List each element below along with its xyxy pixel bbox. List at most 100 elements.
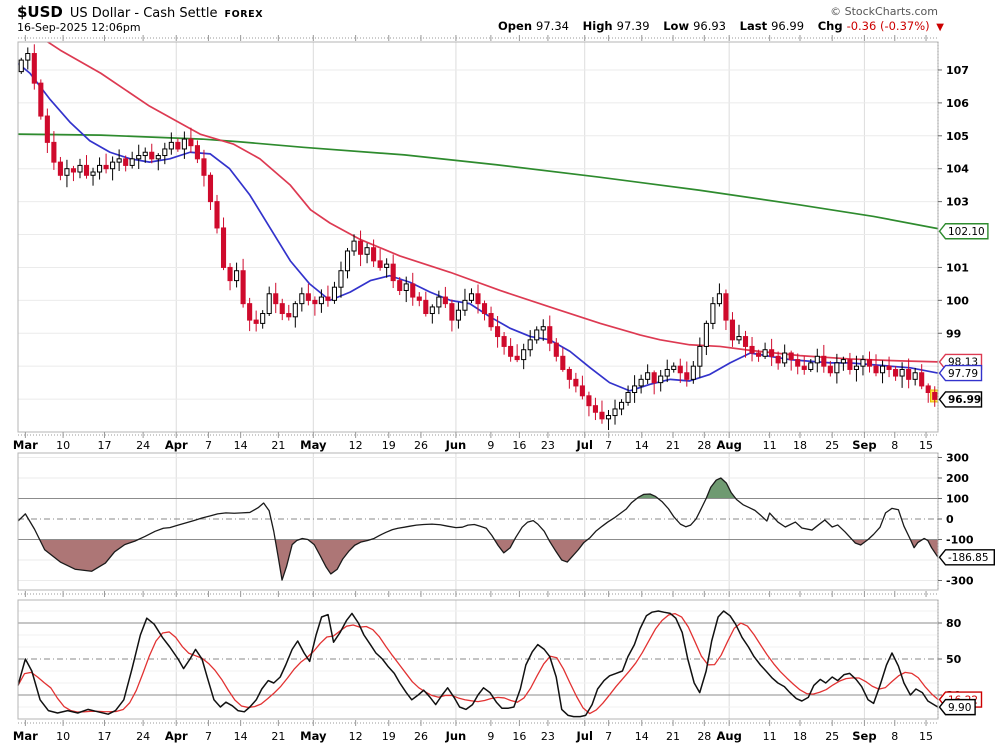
date-tick-label: May	[300, 438, 327, 452]
date-tick-label: 16	[512, 439, 526, 452]
date-tick-label: Jun	[445, 438, 467, 452]
date-tick-label: Sep	[852, 438, 876, 452]
date-tick-label: Mar	[13, 438, 38, 452]
date-tick-label: 11	[763, 730, 777, 743]
bottom-date-axis-row: Mar 10 17 24 Apr 7 14 21 May 12 19 26 Jun 9 16 23 Jul 7 14…	[13, 720, 938, 743]
y-axis-tick-label: 103	[946, 196, 969, 209]
date-tick-label: 15	[919, 439, 933, 452]
price-callout--186.85: -186.85	[938, 549, 995, 566]
symbol: $USD	[17, 3, 63, 21]
y-axis-tick-label: 200	[946, 472, 969, 485]
date-tick-label: 14	[234, 439, 248, 452]
y-axis-tick-label: 100	[946, 294, 969, 307]
chg-label: Chg	[817, 19, 843, 33]
date-tick-label: 26	[414, 730, 428, 743]
date-tick-label: 12	[349, 730, 363, 743]
y-axis-tick-label: 100	[946, 493, 969, 506]
date-tick-label: 25	[825, 730, 839, 743]
y-axis-tick-label: 107	[946, 64, 969, 77]
price-callout-102.10: 102.10	[938, 223, 989, 240]
open-label: Open	[498, 19, 533, 33]
last-label: Last	[739, 19, 768, 33]
timestamp: 16-Sep-2025 12:06pm	[17, 21, 141, 34]
date-tick-label: 21	[271, 730, 285, 743]
date-tick-label: 7	[205, 439, 212, 452]
y-axis-tick-label: 101	[946, 261, 969, 274]
y-axis-tick-label: 99	[946, 327, 961, 340]
callout-value: 9.90	[948, 702, 971, 714]
date-tick-label: Mar	[13, 729, 38, 743]
sma-200-line	[18, 133, 938, 230]
quote-bar: Open 97.34 High 97.39 Low 96.93 Last 96.99 C…	[498, 19, 944, 33]
chart-title-row: $USD US Dollar - Cash Settle FOREX	[17, 3, 263, 21]
date-tick-label: 9	[487, 439, 494, 452]
oscillator-line	[17, 477, 939, 581]
date-tick-label: 15	[919, 730, 933, 743]
date-tick-label: 14	[234, 730, 248, 743]
date-tick-label: 26	[414, 439, 428, 452]
chg-value: -0.36 (-0.37%)	[846, 19, 930, 33]
date-tick-label: 24	[136, 439, 150, 452]
callout-value: 97.79	[948, 368, 978, 380]
date-tick-label: 21	[666, 439, 680, 452]
date-tick-label: 7	[205, 730, 212, 743]
y-axis-tick-label: 106	[946, 97, 969, 110]
low-label: Low	[663, 19, 690, 33]
mid-date-ruler	[18, 591, 938, 597]
stockcharts-credit: © StockCharts.com	[830, 5, 938, 18]
symbol-name: US Dollar - Cash Settle	[69, 6, 218, 21]
date-tick-label: 12	[349, 439, 363, 452]
date-tick-label: 17	[97, 439, 111, 452]
y-axis-tick-label: 105	[946, 130, 969, 143]
date-tick-label: 21	[271, 439, 285, 452]
date-tick-label: 7	[605, 730, 612, 743]
date-tick-label: 25	[825, 439, 839, 452]
date-tick-label: Aug	[716, 729, 741, 743]
y-axis-tick-label: 300	[946, 452, 969, 465]
top-date-ruler	[18, 35, 938, 41]
date-tick-label: 23	[541, 730, 555, 743]
date-tick-label: 24	[136, 730, 150, 743]
date-tick-label: 10	[56, 439, 70, 452]
change-down-arrow-icon: ▼	[936, 22, 944, 33]
date-tick-label: 21	[666, 730, 680, 743]
date-tick-label: 16	[512, 730, 526, 743]
date-tick-label: 14	[635, 730, 649, 743]
open-value: 97.34	[536, 19, 569, 33]
y-axis-tick-label: 80	[946, 617, 962, 630]
high-value: 97.39	[616, 19, 650, 33]
callout-value: 96.99	[948, 394, 981, 406]
price-callout-9.90: 9.90	[938, 698, 976, 716]
callout-value: -186.85	[948, 552, 989, 564]
date-tick-label: 17	[97, 730, 111, 743]
date-tick-label: Jul	[576, 438, 593, 452]
date-tick-label: 18	[793, 439, 807, 452]
date-tick-label: 19	[382, 730, 396, 743]
date-tick-label: 18	[793, 730, 807, 743]
date-tick-label: 9	[487, 730, 494, 743]
date-tick-label: 11	[763, 439, 777, 452]
date-tick-label: 8	[891, 730, 898, 743]
candlesticks	[18, 44, 938, 431]
oscillator-fill-below	[18, 539, 938, 581]
date-tick-label: 28	[697, 730, 711, 743]
y-axis-tick-label: -300	[946, 575, 974, 588]
oscillator-panel	[18, 453, 938, 590]
date-tick-label: Apr	[165, 729, 188, 743]
date-tick-label: 10	[56, 730, 70, 743]
date-tick-label: 23	[541, 439, 555, 452]
date-tick-label: 8	[891, 439, 898, 452]
y-axis-tick-label: -100	[946, 534, 974, 547]
main-price-panel	[18, 42, 938, 432]
date-axis-row: Mar 10 17 24 Apr 7 14 21 May 12 19 26 Jun 9 16 23 Jul 7 14…	[13, 432, 938, 452]
stochastic-d-line	[17, 612, 939, 715]
low-value: 96.93	[693, 19, 727, 33]
stochastic-k-line	[17, 610, 939, 718]
date-tick-label: Sep	[852, 729, 876, 743]
date-tick-label: Jul	[576, 729, 593, 743]
y-axis-tick-label: 50	[946, 653, 962, 666]
date-tick-label: May	[300, 729, 327, 743]
price-callout-97.79: 97.79	[938, 364, 983, 382]
